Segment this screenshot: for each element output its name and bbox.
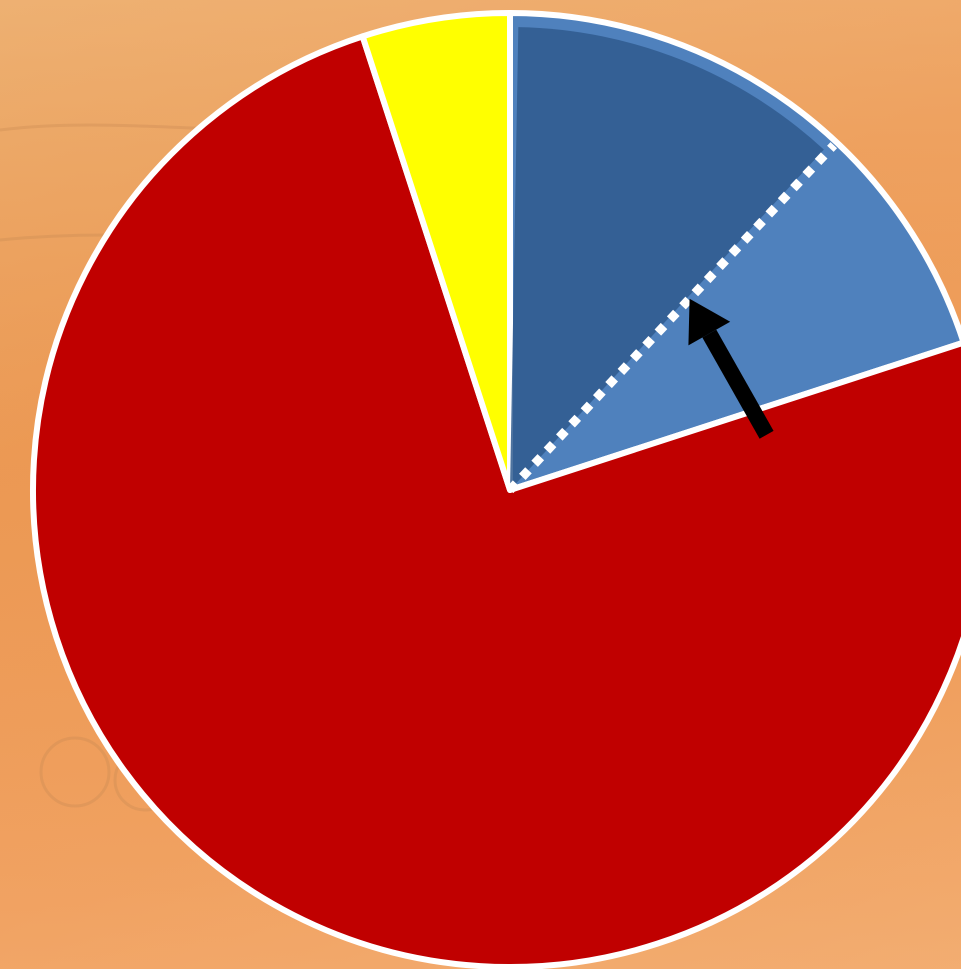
pie-divider-dotted bbox=[506, 142, 838, 494]
pie-slice-yellow bbox=[359, 10, 513, 493]
arrow-head-icon bbox=[688, 298, 731, 346]
arrow-shaft bbox=[702, 329, 774, 439]
pie-sub-segment-highlight bbox=[510, 27, 824, 490]
pie-slice-red bbox=[30, 33, 961, 969]
